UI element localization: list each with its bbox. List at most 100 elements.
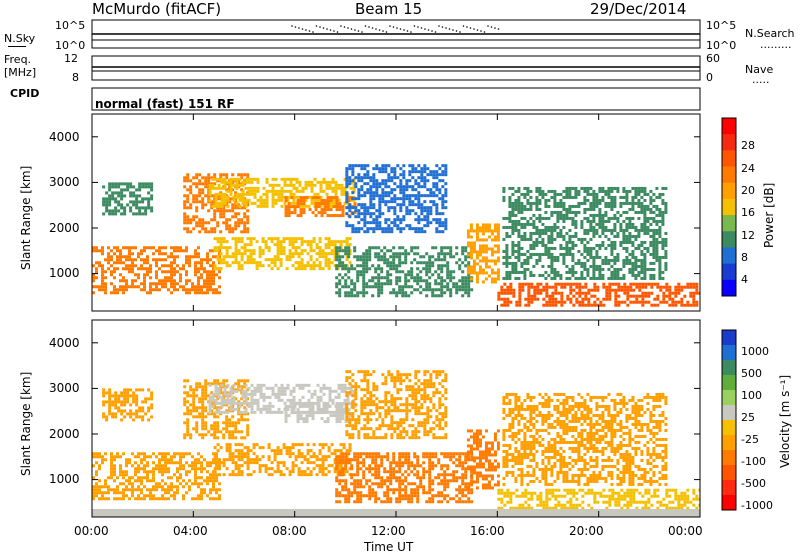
velocity-echo-cell [231,433,235,437]
power-echo-cell [584,282,588,286]
power-echo-cell [526,261,530,265]
power-echo-cell [583,261,587,265]
power-echo-cell [369,188,373,192]
power-echo-cell [568,192,572,196]
power-echo-cell [368,267,372,271]
power-echo-cell [604,225,608,229]
power-echo-cell [369,200,373,204]
power-echo-cell [505,216,509,220]
velocity-echo-cell [119,470,122,474]
power-echo-cell [146,291,149,295]
velocity-echo-cell [225,427,229,431]
power-echo-cell [511,261,515,265]
velocity-echo-cell [297,467,301,471]
velocity-echo-cell [122,494,125,498]
power-echo-cell [150,185,154,189]
power-echo-cell [343,189,347,193]
power-echo-cell [189,218,193,222]
power-echo-cell [284,214,288,218]
power-echo-cell [655,204,659,208]
velocity-echo-cell [225,379,229,383]
power-echo-cell [357,215,361,219]
power-echo-cell [419,276,423,280]
power-echo-cell [212,267,215,271]
velocity-echo-cell [200,455,203,459]
power-echo-cell [256,180,260,184]
velocity-echo-cell [234,421,238,425]
power-echo-cell [440,264,444,268]
velocity-echo-cell [110,470,113,474]
power-echo-cell [535,225,539,229]
power-echo-cell [547,216,551,220]
power-echo-cell [176,270,179,274]
power-echo-cell [237,237,241,241]
power-echo-cell [140,249,143,253]
velocity-echo-cell [328,389,332,393]
power-echo-cell [652,267,656,271]
velocity-echo-cell [267,446,271,450]
power-echo-cell [625,201,629,205]
power-ytick-2000: 2000 [49,221,80,235]
velocity-echo-cell [152,470,155,474]
power-echo-cell [408,185,412,189]
velocity-echo-cell [122,476,125,480]
power-echo-cell [437,276,441,280]
power-echo-cell [614,300,618,304]
velocity-echo-cell [158,464,161,468]
power-echo-cell [303,249,307,253]
power-echo-cell [577,276,581,280]
power-echo-cell [598,255,602,259]
power-echo-cell [536,297,540,301]
power-echo-cell [119,249,122,253]
power-echo-cell [568,204,572,208]
power-echo-cell [129,206,133,210]
velocity-echo-cell [324,473,328,477]
power-echo-cell [646,225,650,229]
velocity-echo-cell [132,418,136,422]
velocity-echo-cell [128,482,131,486]
power-echo-cell [327,240,331,244]
velocity-echo-cell [222,385,226,389]
power-echo-cell [517,252,521,256]
power-echo-cell [234,255,238,259]
power-echo-cell [405,182,409,186]
power-echo-cell [514,267,518,271]
power-echo-cell [296,199,300,203]
power-echo-cell [304,186,308,190]
velocity-echo-cell [95,485,98,489]
power-echo-cell [514,219,518,223]
power-echo-cell [680,303,684,307]
power-echo-cell [428,255,432,259]
power-echo-cell [396,227,400,231]
velocity-echo-cell [143,485,146,489]
velocity-echo-cell [152,452,155,456]
nsky-dot [350,28,353,30]
power-echo-cell [434,279,438,283]
power-echo-cell [357,191,361,195]
power-echo-cell [547,228,551,232]
power-echo-cell [590,288,594,292]
power-echo-cell [524,303,528,307]
power-echo-cell [170,255,173,259]
velocity-echo-cell [294,443,298,447]
velocity-echo-cell [108,397,112,401]
power-echo-cell [413,276,417,280]
velocity-echo-cell [201,421,205,425]
velocity-echo-cell [129,409,133,413]
power-echo-cell [547,225,551,229]
power-echo-cell [366,173,370,177]
power-echo-cell [452,285,456,289]
power-echo-cell [481,244,485,248]
power-echo-cell [147,200,151,204]
power-echo-cell [434,270,438,274]
power-echo-cell [348,243,352,247]
power-echo-cell [390,227,394,231]
velocity-echo-cell [282,473,286,477]
power-echo-cell [356,264,360,268]
power-echo-cell [216,258,220,262]
velocity-echo-cell [194,476,197,480]
power-echo-cell [348,224,352,228]
velocity-echo-cell [279,452,283,456]
power-echo-cell [347,252,351,256]
power-echo-cell [640,204,644,208]
